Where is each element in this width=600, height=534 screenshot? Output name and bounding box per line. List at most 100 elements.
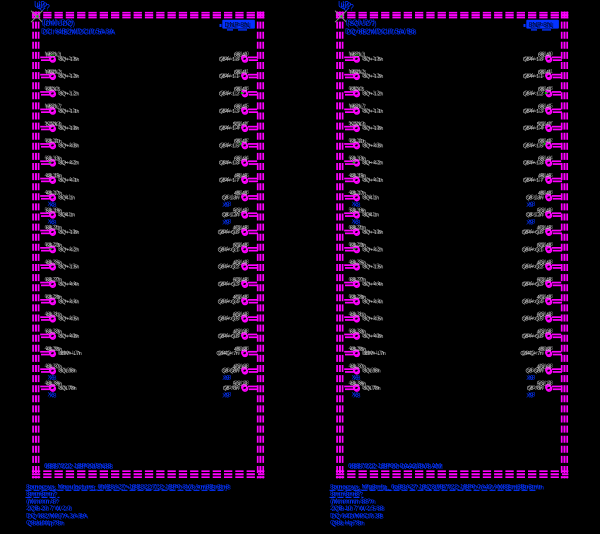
svg-text:Q84+-1.8: Q84+-1.8 [523,161,543,167]
svg-text:(SQ/UD?): (SQ/UD?) [346,20,375,27]
svg-text:68L40: 68L40 [539,52,553,58]
svg-text:68L44: 68L44 [538,156,552,162]
svg-text:68L42: 68L42 [539,138,553,144]
svg-text:48L39n: 48L39n [349,381,365,387]
svg-text:8Q+-1.1n: 8Q+-1.1n [362,108,382,114]
svg-text:M8DL3: M8DL3 [350,70,366,76]
svg-text:8Q4.1n: 8Q4.1n [58,212,74,218]
svg-text:Q84+-Q.4: Q84+-Q.4 [522,299,543,305]
svg-text:48L25n: 48L25n [46,260,62,266]
svg-text:8Q+-1.3n: 8Q+-1.3n [362,73,382,79]
svg-text:4QL48: 4QL48 [538,225,553,231]
svg-text:68L23n: 68L23n [45,242,61,248]
svg-text:Q8dd/Wp?8n: Q8dd/Wp?8n [28,521,65,528]
svg-text:X8: X8 [528,375,536,381]
svg-text:U?: U? [34,0,45,9]
svg-text:68L41: 68L41 [538,70,552,76]
svg-text:8Q+-1.1n: 8Q+-1.1n [59,109,79,115]
svg-text:Q84+-Q.5: Q84+-Q.5 [219,316,240,322]
svg-text:8Q+-4.1n: 8Q+-4.1n [59,178,79,184]
svg-text:8QL08n: 8QL08n [58,368,75,374]
svg-text:48L35n: 48L35n [46,347,62,353]
svg-text:2QB-10 7 W 2.5 88: 2QB-10 7 W 2.5 88 [332,506,386,513]
svg-text:8Q+-1.3n: 8Q+-1.3n [363,74,383,80]
svg-text:Q84+-1.4: Q84+-1.4 [220,125,240,131]
svg-text:5QL47: 5QL47 [233,122,248,128]
svg-text:5QDL9: 5QDL9 [349,121,365,127]
svg-text:5QDL9: 5QDL9 [46,122,62,128]
svg-text:8Q+-1.5n: 8Q+-1.5n [58,264,78,270]
svg-text:68L11n: 68L11n [350,139,366,145]
svg-text:8BM+-L7n: 8BM+-L7n [58,350,81,356]
svg-text:68L33n: 68L33n [350,330,366,336]
svg-text:8Q+-4.8n: 8Q+-4.8n [363,334,383,340]
svg-text:48L88: 48L88 [538,347,552,353]
svg-text:8Q+-1.8n: 8Q+-1.8n [362,229,382,235]
svg-text:Q84+-Q.3: Q84+-Q.3 [522,282,543,288]
svg-text:68L40: 68L40 [538,53,552,59]
svg-text:68L41: 68L41 [235,69,249,75]
svg-text:8Q+-1.8n: 8Q+-1.8n [363,230,383,236]
svg-text:68L45: 68L45 [235,104,249,110]
svg-text:8Q4.1n: 8Q4.1n [363,195,379,201]
svg-text:2QB-20 7 W 2.0: 2QB-20 7 W 2.0 [26,505,71,512]
svg-text:8Q+-4.2n: 8Q+-4.2n [362,246,382,252]
svg-text:Q84+-Q.8: Q84+-Q.8 [218,230,239,236]
svg-text:Q84+-1.2: Q84+-1.2 [219,91,239,97]
svg-text:58L19n: 58L19n [350,208,366,214]
svg-text:48L48: 48L48 [538,191,552,197]
svg-text:68L23n: 68L23n [46,243,62,249]
svg-text:Q84+-1.8: Q84+-1.8 [219,161,239,167]
svg-text:X8: X8 [48,220,56,226]
svg-text:Q84+-Q.2: Q84+-Q.2 [219,264,240,270]
svg-text:48L46: 48L46 [234,174,248,180]
svg-text:8Q+-1.2n: 8Q+-1.2n [58,91,78,97]
svg-text:(DM/UDQ): (DM/UDQ) [42,20,73,27]
svg-text:Q8-Q8n: Q8-Q8n [222,369,239,375]
svg-text:48L37n: 48L37n [45,363,61,369]
svg-text:X8: X8 [352,375,360,381]
svg-text:X8: X8 [224,202,232,208]
svg-text:Q8-1.8n: Q8-1.8n [223,195,240,201]
svg-text:(Mmmmm 88?n: (Mmmmm 88?n [330,498,374,505]
svg-text:6QL48: 6QL48 [233,312,248,318]
svg-text:5QL49: 5QL49 [234,208,249,214]
svg-text:Q84Q+.7n: Q84Q+.7n [522,350,545,356]
svg-text:8Q+-4.5n: 8Q+-4.5n [363,317,383,323]
svg-text:Q84+-1.2: Q84+-1.2 [523,91,543,97]
svg-text:68L43: 68L43 [539,86,553,92]
svg-text:4QL68: 4QL68 [234,363,249,369]
svg-text:48L35n: 48L35n [45,346,61,352]
svg-text:8NP 8N: 8NP 8N [529,22,552,29]
svg-text:8Q+-4.4n: 8Q+-4.4n [363,282,383,288]
svg-text:4QL48: 4QL48 [233,260,248,266]
svg-text:Q84+-1.1: Q84+-1.1 [523,74,543,80]
svg-text:68DL5: 68DL5 [46,87,60,93]
svg-text:DQ 64D/M0C/0.3B: DQ 64D/M0C/0.3B [332,513,385,520]
svg-text:Q8-1.2n: Q8-1.2n [526,213,543,219]
svg-text:8QL78n: 8QL78n [59,386,76,392]
svg-text:68L13n: 68L13n [46,156,62,162]
svg-text:8Q+-1.1n: 8Q+-1.1n [58,108,78,114]
svg-text:5QL78: 5QL78 [538,381,553,387]
svg-text:48L39n: 48L39n [45,381,61,387]
svg-text:8mm8nn8?: 8mm8nn8? [330,491,362,498]
svg-text:Q84+-Q.1: Q84+-Q.1 [218,247,239,253]
svg-text:Q84+-1.1: Q84+-1.1 [524,73,544,79]
svg-text:8Q+-4.4n: 8Q+-4.4n [58,281,78,287]
svg-text:48L25n: 48L25n [349,259,365,265]
svg-text:68L27n: 68L27n [46,278,62,284]
svg-text:8Q+-1.3n: 8Q+-1.3n [59,74,79,80]
svg-text:68L27n: 68L27n [349,277,365,283]
svg-text:48L17n: 48L17n [349,190,365,196]
svg-text:8QL08n: 8QL08n [59,369,76,375]
svg-text:8Q+-4.8n: 8Q+-4.8n [363,143,383,149]
svg-text:68DL5: 68DL5 [45,86,59,92]
svg-text:8Q+-4.8n: 8Q+-4.8n [58,143,78,149]
svg-text:Q8dd/Wp?8n: Q8dd/Wp?8n [26,520,63,527]
svg-text:8Q+-1.8n: 8Q+-1.8n [59,230,79,236]
svg-text:8QL08n: 8QL08n [363,369,380,375]
svg-text:X8: X8 [48,393,56,399]
svg-text:6QL48: 6QL48 [537,243,552,249]
svg-text:48L31n: 48L31n [45,311,61,317]
